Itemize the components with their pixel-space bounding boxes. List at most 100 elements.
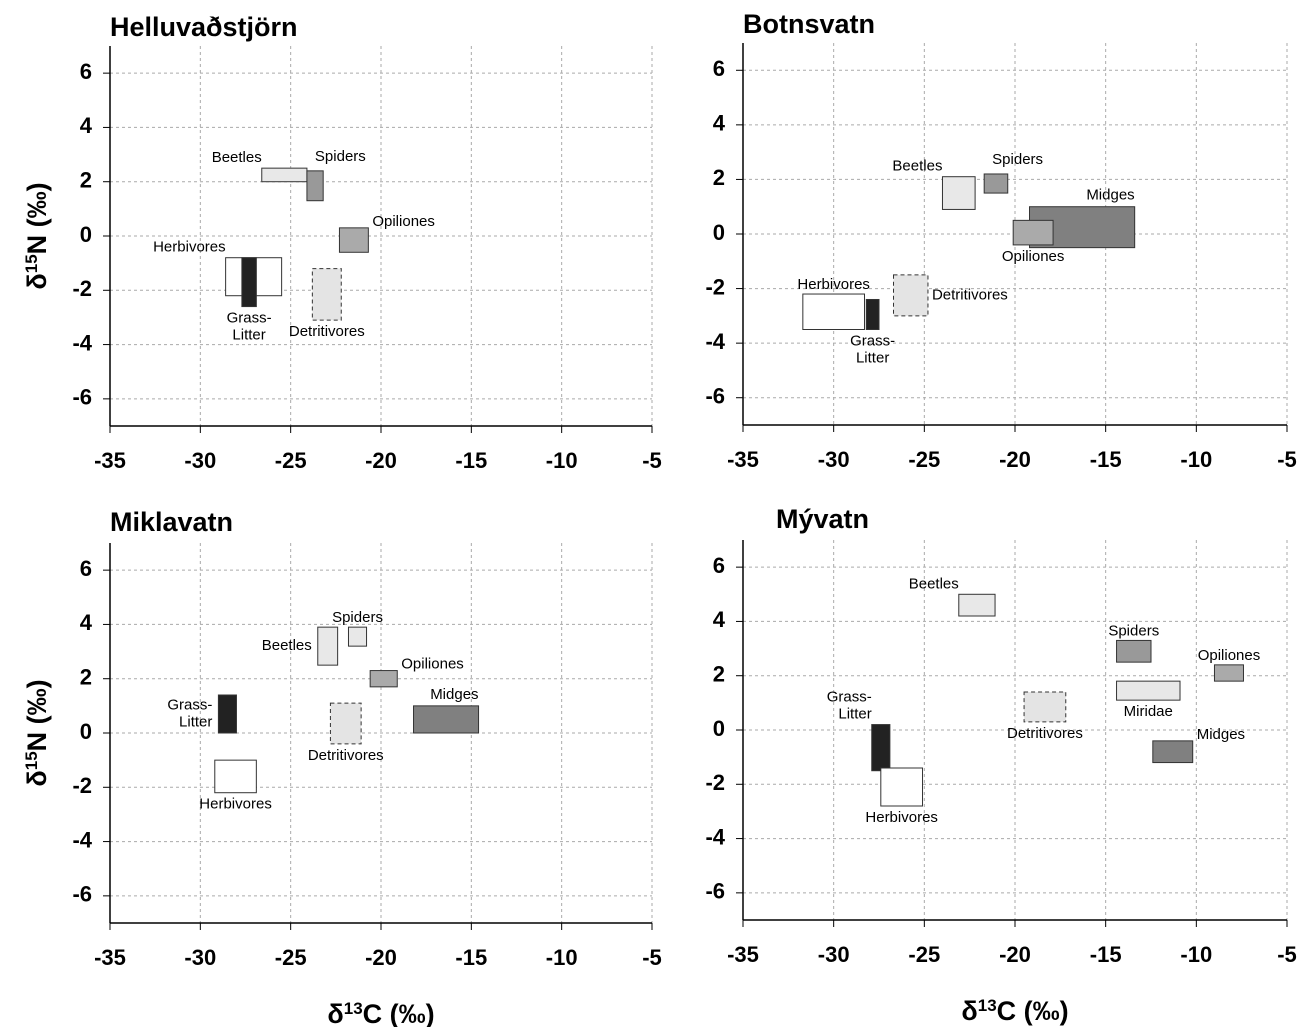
box-label: Detritivores xyxy=(289,323,365,340)
range-box xyxy=(317,626,339,666)
x-tick-label: -15 xyxy=(1090,447,1122,472)
y-tick-label: 0 xyxy=(80,222,92,247)
x-tick-label: -10 xyxy=(546,945,578,970)
range-box xyxy=(1116,639,1152,663)
box-label-line: Detritivores xyxy=(932,286,1008,303)
range-box xyxy=(214,759,257,794)
range-box xyxy=(1116,680,1181,701)
box-label-line: Herbivores xyxy=(865,809,938,826)
box-label-line: Spiders xyxy=(1108,622,1159,639)
y-tick-label: 4 xyxy=(713,111,726,136)
x-tick-label: -35 xyxy=(727,447,759,472)
box-label: Detritivores xyxy=(1007,725,1083,742)
y-tick-label: 6 xyxy=(80,556,92,581)
box-label: Beetles xyxy=(909,575,959,592)
range-box xyxy=(347,626,368,647)
x-tick-label: -10 xyxy=(1180,942,1212,967)
box-label: Spiders xyxy=(1108,622,1159,639)
y-tick-label: -4 xyxy=(72,330,92,355)
y-tick-label: -4 xyxy=(705,824,725,849)
box-label: Opiliones xyxy=(1002,248,1065,265)
box-label-line: Beetles xyxy=(262,637,312,654)
y-tick-label: 6 xyxy=(713,56,725,81)
box-label: Spiders xyxy=(992,151,1043,168)
box-label: Midges xyxy=(430,686,478,703)
box-label: Grass-Litter xyxy=(227,310,272,344)
box-label: Beetles xyxy=(262,637,312,654)
range-box xyxy=(802,293,865,330)
x-tick-label: -25 xyxy=(908,942,940,967)
y-axis-label: δ15N (‰) xyxy=(22,182,53,289)
box-label-line: Spiders xyxy=(315,148,366,165)
y-tick-label: -2 xyxy=(72,773,92,798)
box-label: Detritivores xyxy=(308,747,384,764)
box-label: Opiliones xyxy=(1198,647,1261,664)
y-tick-label: 4 xyxy=(80,113,93,138)
x-tick-label: -15 xyxy=(1090,942,1122,967)
panel-title: Miklavatn xyxy=(110,507,233,537)
x-axis-label: δ13C (‰) xyxy=(327,999,434,1027)
box-label: Herbivores xyxy=(199,796,272,813)
box-label: Grass-Litter xyxy=(167,696,212,730)
y-tick-label: 0 xyxy=(713,220,725,245)
y-tick-label: -6 xyxy=(72,882,92,907)
y-axis-label-sup: 15 xyxy=(22,254,41,273)
y-axis-label: δ15N (‰) xyxy=(22,679,53,786)
panel-title: Helluvaðstjörn xyxy=(110,12,298,42)
x-tick-label: -5 xyxy=(642,448,662,473)
y-tick-label: 2 xyxy=(713,662,725,687)
range-box xyxy=(871,724,891,772)
y-tick-label: 2 xyxy=(713,165,725,190)
y-tick-label: 0 xyxy=(80,719,92,744)
box-label-line: Spiders xyxy=(992,151,1043,168)
x-tick-label: -20 xyxy=(365,945,397,970)
x-axis-label-part: δ xyxy=(327,999,343,1027)
panel: Botnsvatn-35 -30 -25 -20 -15 -10 -5-6-4-20246B… xyxy=(705,9,1296,472)
box-label: Spiders xyxy=(332,609,383,626)
x-tick-label: -10 xyxy=(546,448,578,473)
y-axis-label-part: N (‰) xyxy=(22,679,52,751)
x-tick-label: -30 xyxy=(818,942,850,967)
box-label: Opiliones xyxy=(401,656,464,673)
x-tick-label: -20 xyxy=(365,448,397,473)
y-tick-label: 0 xyxy=(713,716,725,741)
box-label-line: Opiliones xyxy=(1198,647,1261,664)
box-label-line: Litter xyxy=(232,327,265,344)
box-label-line: Detritivores xyxy=(308,747,384,764)
panel-title: Botnsvatn xyxy=(743,9,875,39)
range-box xyxy=(306,170,324,202)
x-tick-label: -5 xyxy=(1277,447,1297,472)
y-tick-label: 2 xyxy=(80,665,92,690)
range-box xyxy=(311,268,342,321)
range-box xyxy=(880,767,924,807)
y-tick-label: -2 xyxy=(705,770,725,795)
y-tick-label: -6 xyxy=(72,385,92,410)
range-box xyxy=(413,705,480,734)
box-label-line: Spiders xyxy=(332,609,383,626)
y-tick-label: 2 xyxy=(80,168,92,193)
range-box xyxy=(941,176,976,210)
box-label-line: Detritivores xyxy=(1007,725,1083,742)
y-tick-label: 6 xyxy=(80,59,92,84)
x-axis-label-sup: 13 xyxy=(344,999,363,1018)
box-label-line: Grass- xyxy=(827,689,872,706)
box-label: Detritivores xyxy=(932,286,1008,303)
x-tick-label: -15 xyxy=(455,945,487,970)
box-label-line: Litter xyxy=(838,706,871,723)
box-label: Herbivores xyxy=(797,276,870,293)
range-box xyxy=(893,274,929,317)
x-tick-label: -35 xyxy=(727,942,759,967)
range-box xyxy=(338,227,369,253)
box-label-line: Herbivores xyxy=(797,276,870,293)
range-box xyxy=(369,670,398,688)
box-label-line: Herbivores xyxy=(153,239,226,256)
range-box xyxy=(329,702,362,745)
box-label: Herbivores xyxy=(153,239,226,256)
box-label-line: Midges xyxy=(1197,726,1245,743)
range-box xyxy=(1213,664,1244,682)
range-box xyxy=(983,173,1009,194)
y-tick-label: -2 xyxy=(72,276,92,301)
range-box xyxy=(261,167,308,183)
box-label-line: Grass- xyxy=(167,696,212,713)
